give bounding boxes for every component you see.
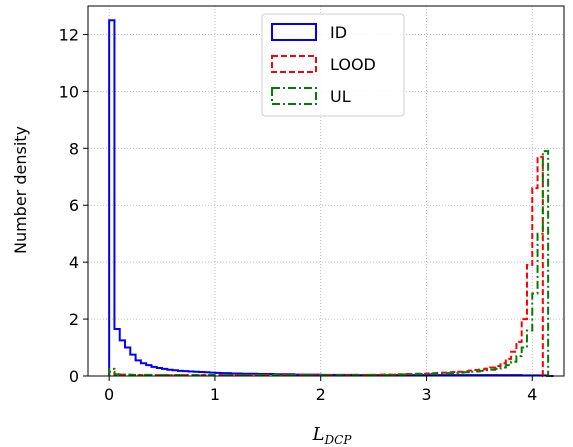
x-tick-label: 0 [104, 385, 114, 404]
x-axis-ticks: 0 1 2 3 4 [104, 376, 537, 404]
y-axis-ticks: 0 2 4 6 8 10 12 [59, 25, 88, 386]
y-axis-label: Number density [11, 126, 30, 254]
legend-label-id: ID [330, 23, 347, 42]
series-layer [108, 19, 554, 377]
y-tick-label: 12 [59, 25, 79, 44]
legend-swatch-id [271, 23, 317, 41]
y-tick-label: 8 [69, 139, 79, 158]
y-tick-label: 6 [69, 196, 79, 215]
x-axis-label: LDCP [312, 424, 353, 447]
legend-label-ul: UL [330, 87, 351, 106]
y-tick-label: 4 [69, 253, 79, 272]
legend: ID LOOD UL [261, 13, 405, 117]
series-lood-histogram [108, 155, 549, 377]
plot-frame [87, 5, 565, 377]
series-ul-histogram [108, 150, 554, 377]
x-tick-label: 3 [421, 385, 431, 404]
x-tick-label: 2 [316, 385, 326, 404]
y-tick-label: 2 [69, 310, 79, 329]
y-tick-label: 10 [59, 82, 79, 101]
x-tick-label: 4 [527, 385, 537, 404]
legend-swatch-ul [271, 87, 317, 105]
legend-label-lood: LOOD [330, 55, 376, 74]
legend-swatch-lood [271, 55, 317, 73]
y-tick-label: 0 [69, 367, 79, 386]
x-tick-label: 1 [210, 385, 220, 404]
x-axis-label-main: L [312, 424, 325, 445]
x-axis-label-sub: DCP [324, 433, 353, 447]
